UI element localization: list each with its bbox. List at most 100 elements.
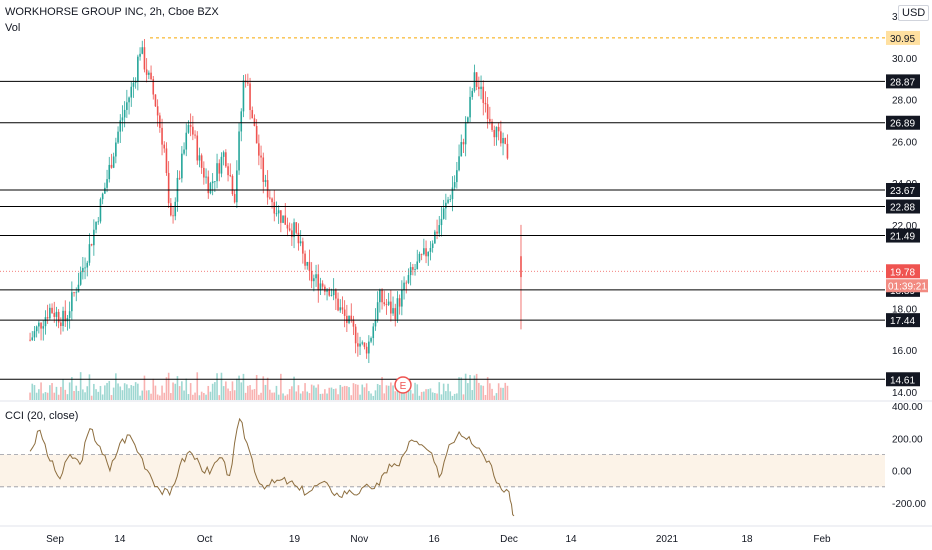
candle-body (339, 307, 342, 311)
candle-body (445, 202, 447, 209)
volume-bar (137, 383, 139, 400)
candle-body (304, 253, 306, 266)
candle-body (139, 53, 141, 57)
volume-bar (381, 377, 383, 400)
volume-bar (409, 390, 412, 400)
candle-body (363, 342, 366, 347)
candle-body (148, 72, 150, 75)
volume-bar (238, 375, 240, 400)
volume-bar (110, 395, 113, 400)
candle-body (319, 283, 322, 291)
volume-bar (163, 392, 166, 400)
volume-bar (148, 390, 150, 400)
candle-body (181, 153, 183, 179)
candle-body (110, 164, 113, 168)
volume-bar (473, 375, 476, 400)
candle-body (273, 202, 276, 214)
candle-body (29, 339, 31, 341)
price-tick-label: 24.00 (892, 179, 917, 190)
volume-bar (229, 391, 232, 400)
level-label: 26.89 (890, 119, 915, 130)
candle-body (170, 203, 172, 216)
candle-body (484, 102, 487, 105)
volume-bar (260, 392, 262, 400)
volume-bar (489, 383, 491, 400)
candle-body (183, 149, 185, 154)
volume-bar (258, 394, 260, 400)
volume-bar (277, 394, 280, 400)
candle-body (66, 317, 69, 322)
time-tick-label: Feb (813, 534, 831, 545)
candle-body (260, 155, 262, 158)
candle-body (500, 131, 502, 144)
volume-bar (469, 374, 471, 400)
currency-button[interactable]: USD (898, 5, 930, 21)
candle-body (57, 311, 60, 323)
candle-body (132, 82, 135, 87)
volume-bar (101, 394, 104, 400)
price-tick-label: 28.00 (892, 96, 917, 107)
time-tick-label: Sep (46, 534, 64, 545)
level-label-bg (886, 228, 920, 243)
candle-body (271, 198, 273, 203)
volume-bar (33, 385, 36, 400)
volume-bar (291, 386, 293, 400)
candle-body (486, 104, 489, 119)
candle-body (88, 244, 91, 263)
candle-body (141, 47, 144, 54)
volume-bar (442, 383, 445, 400)
symbol-title[interactable]: WORKHORSE GROUP INC, 2h, Cboe BZX (5, 6, 219, 18)
volume-bar (280, 373, 282, 400)
volume-bar (64, 389, 67, 400)
volume-bar (491, 388, 493, 400)
volume-bar (394, 391, 397, 400)
volume-bar (143, 375, 146, 400)
candle-body (95, 221, 97, 230)
volume-bar (214, 382, 216, 400)
volume-bar (412, 393, 414, 400)
candle-body (218, 163, 221, 174)
volume-bar (346, 386, 348, 400)
candle-body (291, 230, 293, 238)
cci-tick-label: 400.00 (892, 402, 923, 413)
volume-bar (112, 387, 115, 400)
volume-bar (62, 379, 64, 400)
candle-body (286, 224, 289, 229)
candle-body (51, 307, 53, 313)
volume-bar (249, 385, 251, 400)
candle-body (310, 270, 313, 282)
level-label: 23.67 (890, 186, 915, 197)
candle-body (117, 131, 119, 143)
countdown-label-bg (886, 279, 928, 293)
volume-bar (361, 384, 364, 400)
time-tick-label: 14 (114, 534, 126, 545)
earnings-marker[interactable] (394, 376, 412, 394)
volume-bar (332, 388, 335, 400)
candle-body (38, 322, 40, 327)
volume-bar (99, 385, 102, 400)
candle-body (409, 267, 412, 276)
candle-body (504, 138, 507, 144)
volume-bar (506, 385, 509, 400)
cci-indicator-label[interactable]: CCI (20, close) (5, 410, 79, 422)
price-tick-label: 14.00 (892, 388, 917, 399)
volume-bar (134, 382, 137, 400)
volume-bar (244, 392, 247, 400)
volume-bar (299, 393, 302, 400)
volume-bar (178, 386, 181, 400)
candle-body (174, 201, 177, 217)
candle-body (412, 267, 414, 270)
candle-body (49, 307, 51, 319)
candle-body (374, 319, 377, 327)
candle-body (330, 295, 333, 296)
candle-body (247, 82, 249, 84)
volume-bar (425, 389, 427, 400)
volume-label[interactable]: Vol (5, 22, 21, 34)
candle-body (442, 208, 445, 219)
candle-body (405, 282, 408, 284)
candle-body (482, 86, 485, 103)
candle-body (192, 126, 194, 135)
volume-bar (46, 392, 49, 400)
candle-body (383, 302, 386, 305)
